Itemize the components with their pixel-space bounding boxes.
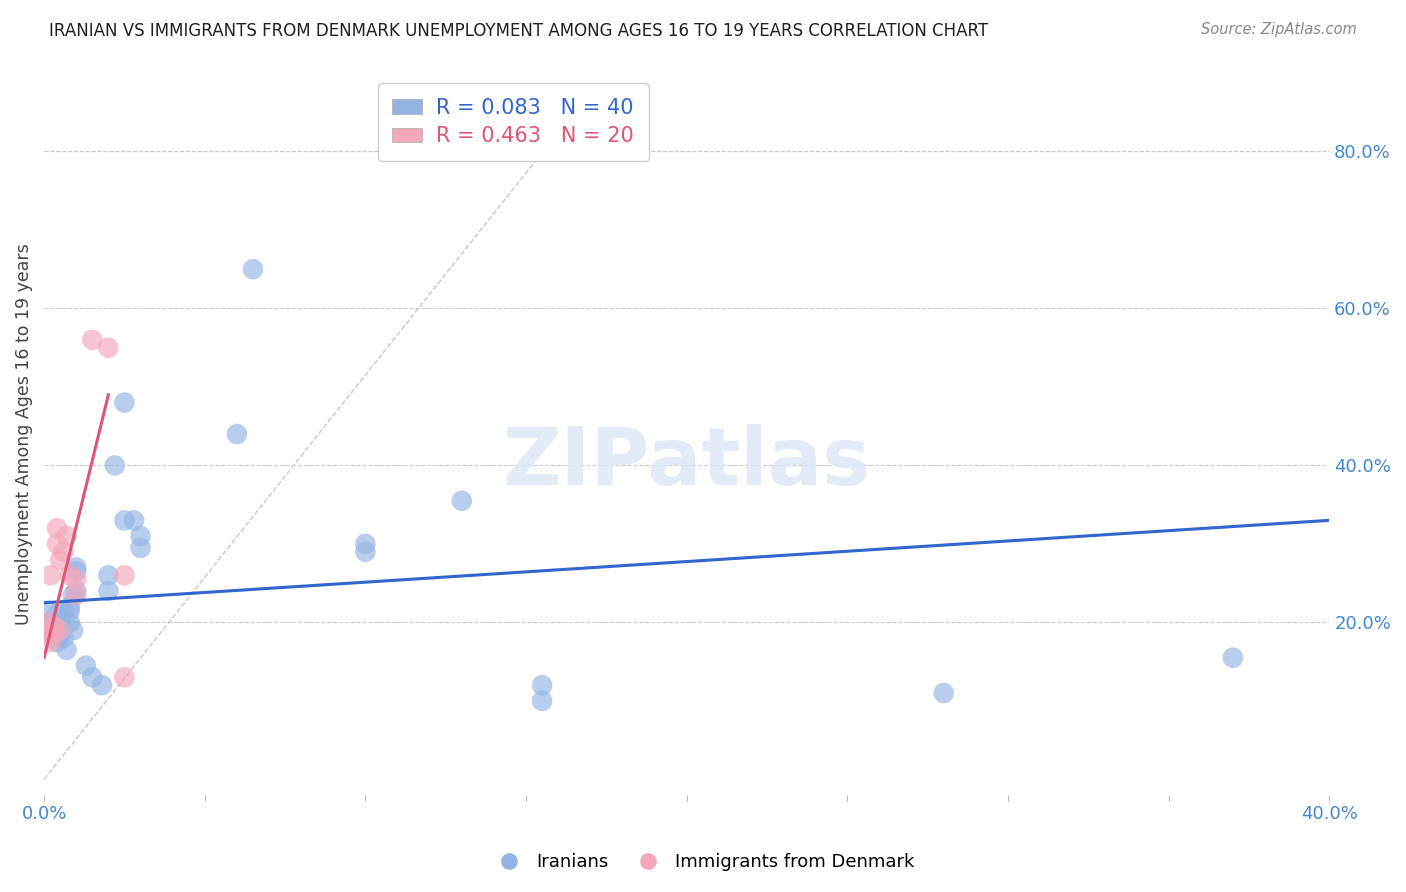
Point — [129, 529, 152, 543]
Text: ZIPatlas: ZIPatlas — [502, 424, 870, 502]
Point — [46, 607, 69, 622]
Point — [49, 552, 72, 566]
Legend: R = 0.083   N = 40, R = 0.463   N = 20: R = 0.083 N = 40, R = 0.463 N = 20 — [378, 83, 648, 161]
Point — [97, 341, 120, 355]
Point — [39, 568, 62, 582]
Point — [91, 678, 114, 692]
Point — [52, 545, 75, 559]
Point — [37, 615, 59, 630]
Point — [39, 615, 62, 630]
Point — [52, 604, 75, 618]
Point — [242, 262, 264, 277]
Point — [932, 686, 955, 700]
Point — [450, 493, 472, 508]
Point — [97, 584, 120, 599]
Point — [49, 615, 72, 630]
Point — [531, 678, 554, 692]
Point — [82, 670, 104, 684]
Point — [46, 521, 69, 535]
Point — [42, 619, 65, 633]
Point — [59, 615, 82, 630]
Point — [59, 599, 82, 614]
Point — [225, 427, 247, 442]
Point — [59, 604, 82, 618]
Point — [46, 537, 69, 551]
Point — [82, 333, 104, 347]
Point — [75, 658, 97, 673]
Point — [129, 541, 152, 555]
Point — [37, 627, 59, 641]
Point — [37, 624, 59, 638]
Point — [531, 694, 554, 708]
Point — [42, 627, 65, 641]
Point — [97, 568, 120, 582]
Point — [114, 670, 136, 684]
Point — [65, 588, 87, 602]
Point — [62, 624, 84, 638]
Point — [114, 395, 136, 409]
Point — [65, 565, 87, 579]
Point — [37, 604, 59, 618]
Y-axis label: Unemployment Among Ages 16 to 19 years: Unemployment Among Ages 16 to 19 years — [15, 244, 32, 625]
Point — [42, 627, 65, 641]
Point — [46, 635, 69, 649]
Point — [49, 624, 72, 638]
Point — [42, 619, 65, 633]
Point — [55, 529, 77, 543]
Point — [114, 568, 136, 582]
Point — [65, 560, 87, 574]
Point — [354, 537, 377, 551]
Point — [39, 635, 62, 649]
Point — [62, 588, 84, 602]
Point — [114, 513, 136, 527]
Text: IRANIAN VS IMMIGRANTS FROM DENMARK UNEMPLOYMENT AMONG AGES 16 TO 19 YEARS CORREL: IRANIAN VS IMMIGRANTS FROM DENMARK UNEMP… — [49, 22, 988, 40]
Point — [65, 584, 87, 599]
Point — [354, 545, 377, 559]
Point — [104, 458, 127, 473]
Point — [65, 572, 87, 586]
Legend: Iranians, Immigrants from Denmark: Iranians, Immigrants from Denmark — [484, 847, 922, 879]
Point — [55, 643, 77, 657]
Point — [1222, 650, 1244, 665]
Point — [59, 568, 82, 582]
Point — [49, 627, 72, 641]
Text: Source: ZipAtlas.com: Source: ZipAtlas.com — [1201, 22, 1357, 37]
Point — [49, 619, 72, 633]
Point — [122, 513, 145, 527]
Point — [52, 631, 75, 645]
